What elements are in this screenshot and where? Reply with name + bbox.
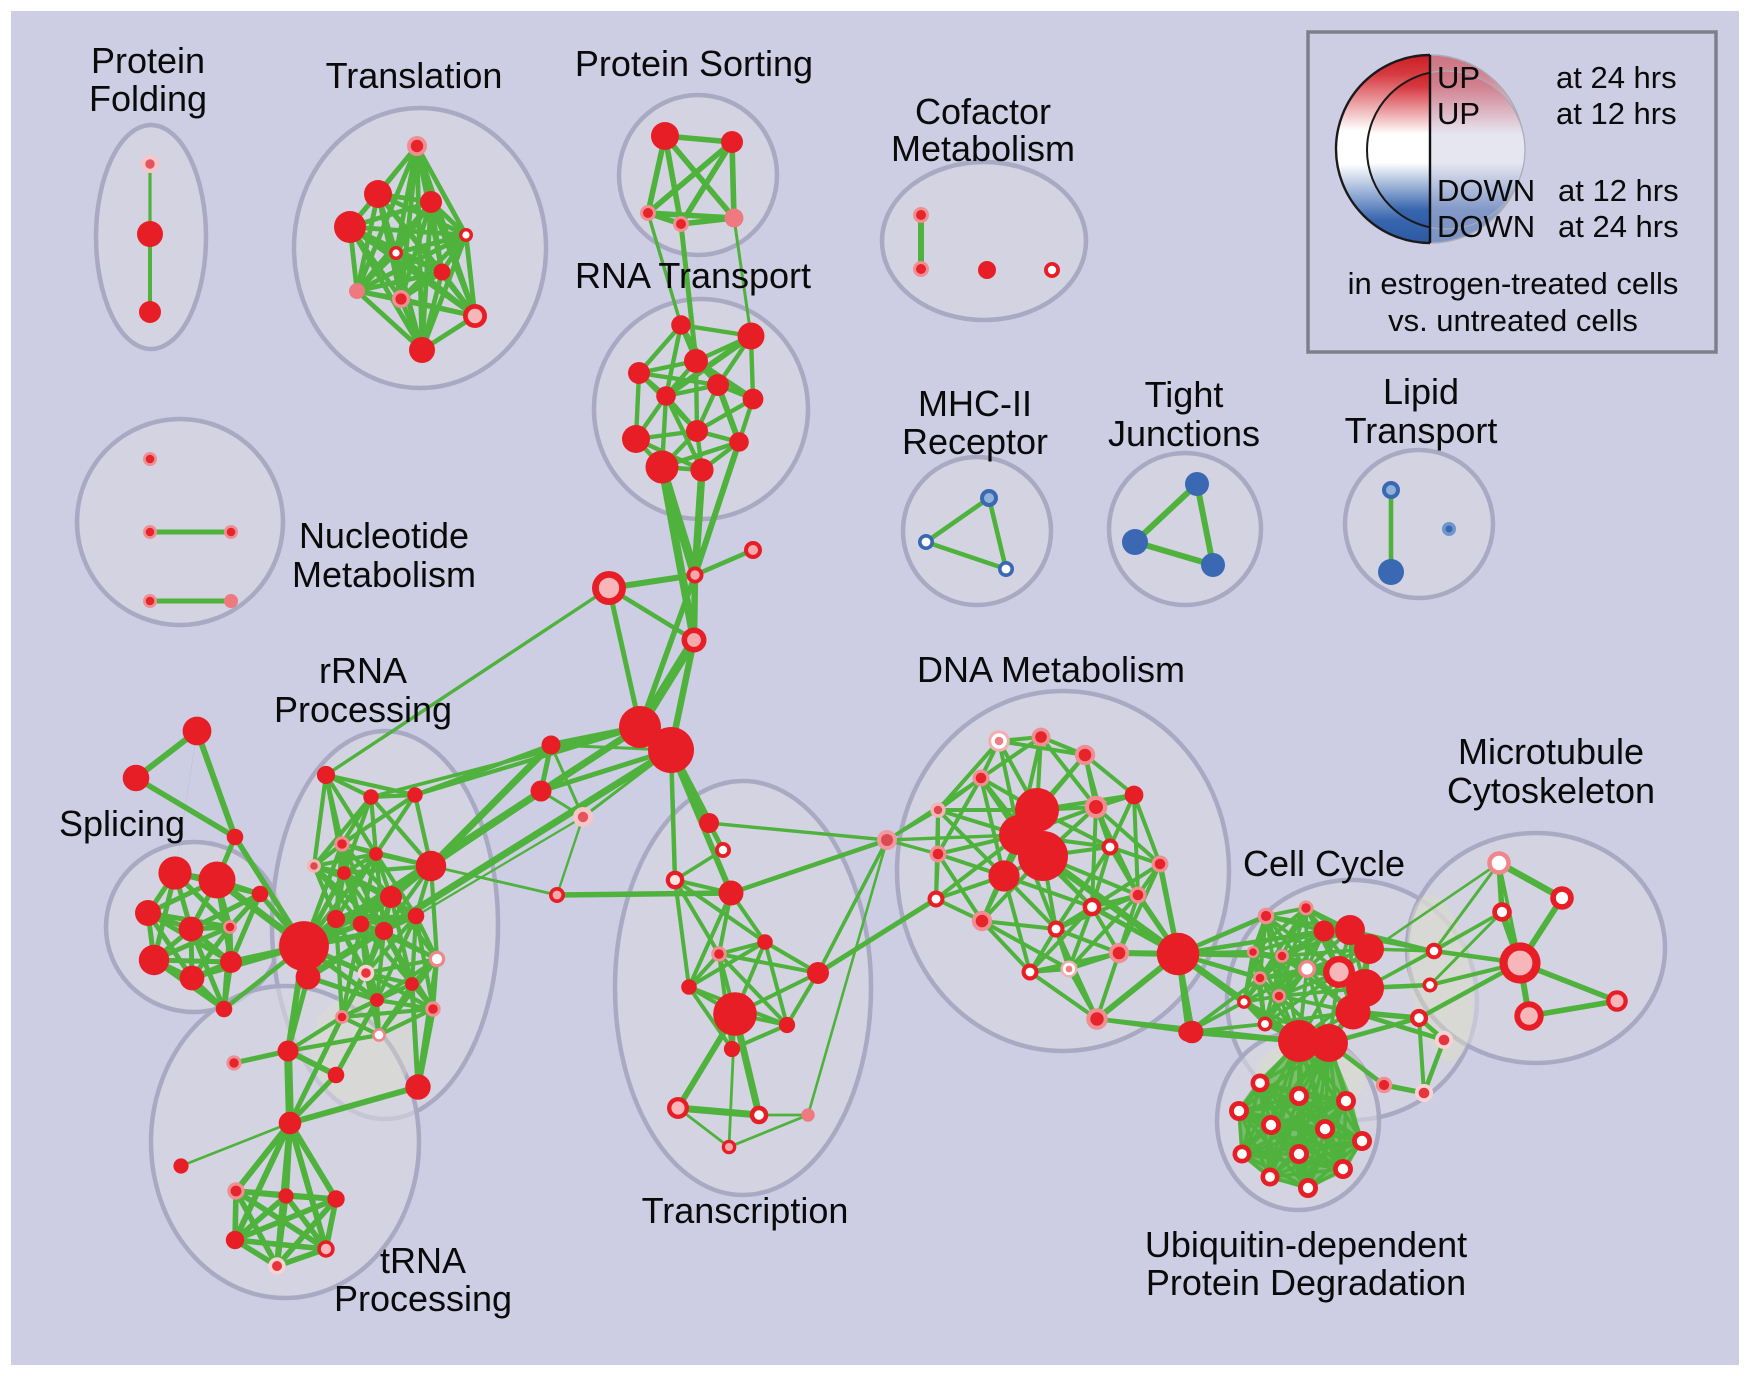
svg-text:Nucleotide: Nucleotide <box>299 515 469 556</box>
svg-text:Splicing: Splicing <box>59 803 185 844</box>
svg-text:tRNA: tRNA <box>380 1240 466 1281</box>
svg-text:Processing: Processing <box>334 1278 512 1319</box>
svg-text:at 24 hrs: at 24 hrs <box>1556 60 1677 95</box>
svg-text:Receptor: Receptor <box>902 421 1048 462</box>
svg-text:UP: UP <box>1437 96 1480 131</box>
svg-text:Processing: Processing <box>274 689 452 730</box>
svg-text:Metabolism: Metabolism <box>292 554 476 595</box>
svg-text:DOWN: DOWN <box>1437 173 1535 208</box>
svg-text:Translation: Translation <box>326 55 503 96</box>
svg-text:UP: UP <box>1437 60 1480 95</box>
svg-text:Cofactor: Cofactor <box>915 91 1051 132</box>
svg-text:DNA Metabolism: DNA Metabolism <box>917 649 1185 690</box>
svg-text:Protein: Protein <box>91 40 205 81</box>
svg-text:Transport: Transport <box>1345 410 1498 451</box>
svg-text:Cytoskeleton: Cytoskeleton <box>1447 770 1655 811</box>
svg-text:at 12 hrs: at 12 hrs <box>1556 96 1677 131</box>
svg-text:in estrogen-treated cells: in estrogen-treated cells <box>1348 266 1679 301</box>
svg-text:Protein Degradation: Protein Degradation <box>1146 1262 1466 1303</box>
svg-text:Microtubule: Microtubule <box>1458 731 1644 772</box>
svg-text:at 12 hrs: at 12 hrs <box>1558 173 1679 208</box>
svg-text:at 24 hrs: at 24 hrs <box>1558 209 1679 244</box>
svg-text:Metabolism: Metabolism <box>891 128 1075 169</box>
svg-text:Tight: Tight <box>1145 374 1224 415</box>
svg-text:rRNA: rRNA <box>319 650 407 691</box>
svg-text:DOWN: DOWN <box>1437 209 1535 244</box>
svg-text:RNA Transport: RNA Transport <box>575 255 811 296</box>
svg-text:vs. untreated cells: vs. untreated cells <box>1388 303 1638 338</box>
svg-text:Folding: Folding <box>89 78 207 119</box>
svg-text:MHC-II: MHC-II <box>918 383 1032 424</box>
svg-text:Lipid: Lipid <box>1383 371 1459 412</box>
svg-text:Cell Cycle: Cell Cycle <box>1243 843 1405 884</box>
svg-text:Ubiquitin-dependent: Ubiquitin-dependent <box>1145 1224 1467 1265</box>
svg-text:Junctions: Junctions <box>1108 413 1260 454</box>
svg-text:Protein Sorting: Protein Sorting <box>575 43 813 84</box>
svg-text:Transcription: Transcription <box>642 1190 849 1231</box>
